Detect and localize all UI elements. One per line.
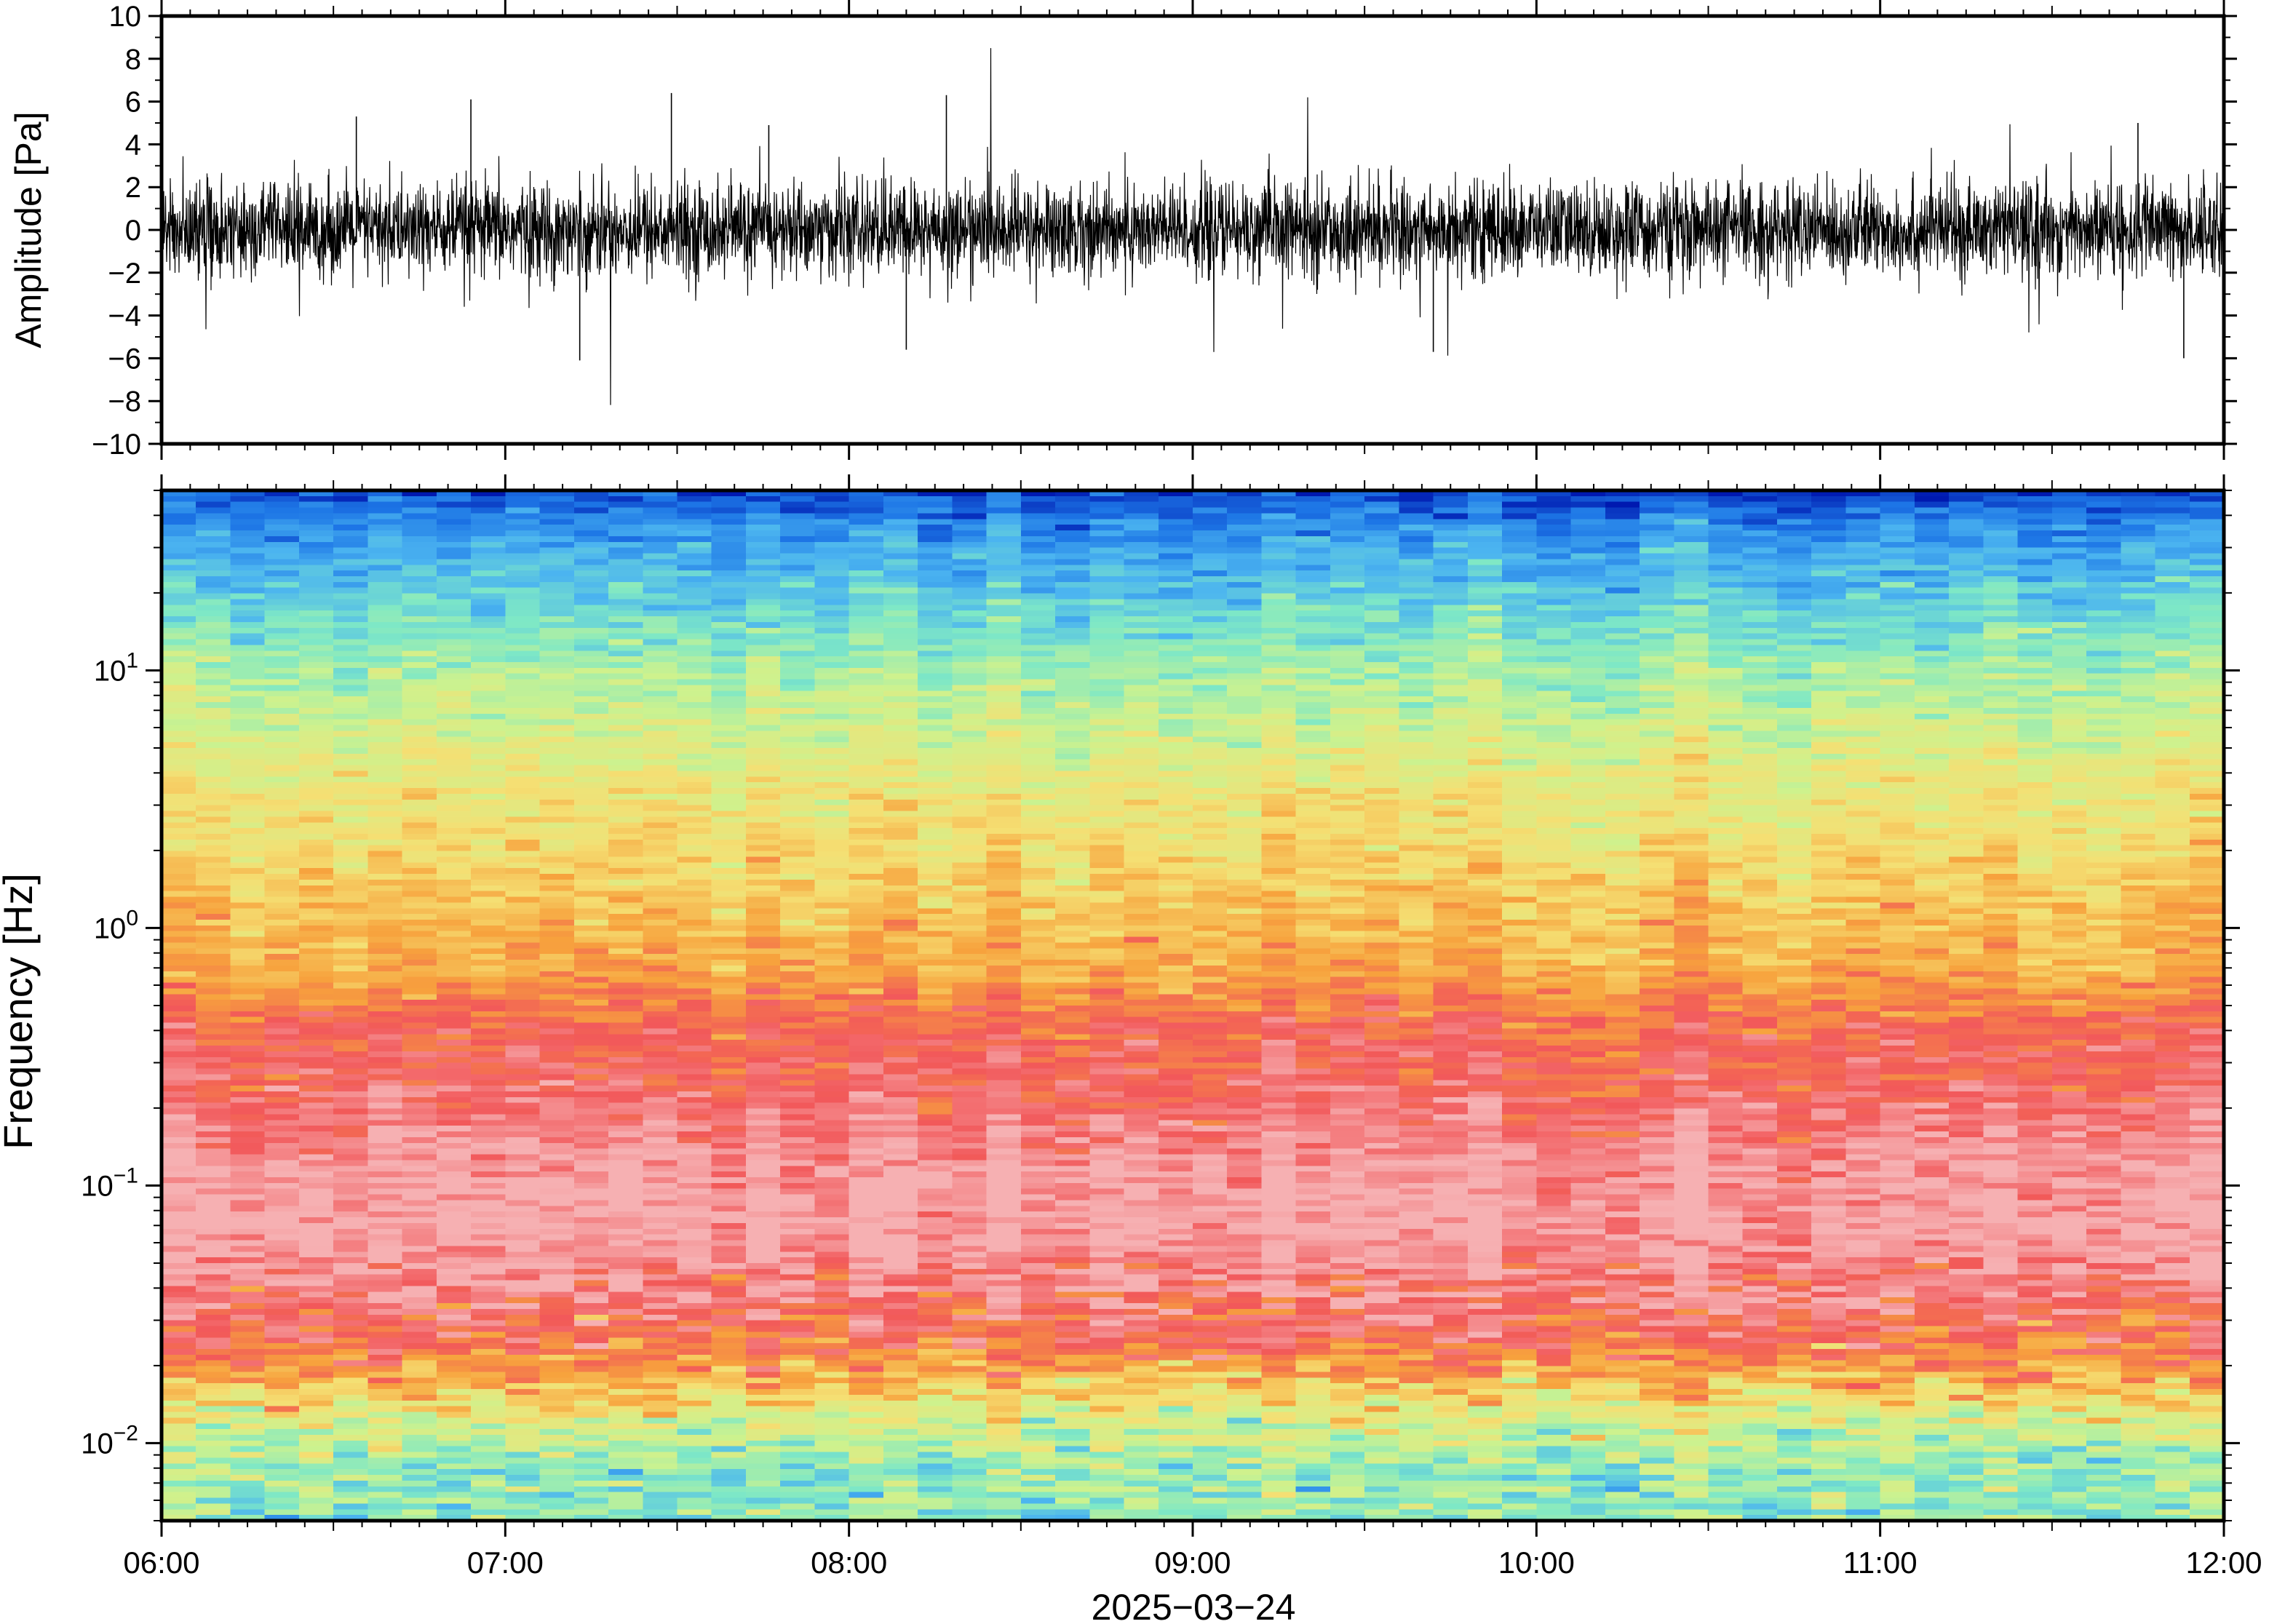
waveform-y-ticks: −10 −8 −6 −4 −2 0 2 4 6 8 10 [92, 1, 2237, 461]
spectrogram-y-tick-label: 10−2 [81, 1421, 138, 1460]
waveform-panel: −10 −8 −6 −4 −2 0 2 4 6 8 10 Amplitude [Pa] [8, 0, 2237, 461]
waveform-y-tick-label: 2 [125, 172, 141, 204]
x-tick-label: 08:00 [811, 1545, 887, 1580]
waveform-y-tick-label: 6 [125, 87, 141, 119]
x-tick-label: 06:00 [123, 1545, 199, 1580]
waveform-y-tick-label: −4 [108, 300, 141, 333]
x-tick-label: 09:00 [1154, 1545, 1231, 1580]
spectrogram-y-ticks: 10−2 10−1 100 101 [81, 490, 2240, 1521]
waveform-y-tick-label: 0 [125, 215, 141, 247]
spectrogram-y-tick-label: 10−1 [81, 1163, 138, 1202]
waveform-y-tick-label: 8 [125, 44, 141, 76]
spectrogram-heatmap [162, 490, 2224, 1521]
waveform-y-axis-label: Amplitude [Pa] [8, 111, 49, 348]
waveform-peaks [355, 92, 2185, 361]
waveform-frame [159, 14, 2226, 446]
x-tick-label: 10:00 [1498, 1545, 1575, 1580]
spectrogram-y-tick-label: 101 [94, 648, 138, 687]
waveform-y-tick-label: −8 [108, 386, 141, 418]
spectrogram-y-axis-label: Frequency [Hz] [0, 873, 41, 1150]
waveform-y-tick-label: −10 [92, 429, 141, 461]
spectrogram-y-tick-label: 100 [94, 906, 138, 944]
x-tick-label: 11:00 [1843, 1545, 1918, 1580]
spectrogram-x-tick-labels: 06:00 07:00 08:00 09:00 10:00 11:00 12:00 [123, 1545, 2262, 1580]
waveform-y-tick-label: 10 [109, 1, 142, 33]
x-tick-label: 07:00 [467, 1545, 544, 1580]
waveform-y-tick-label: 4 [125, 129, 141, 161]
x-tick-label: 12:00 [2185, 1545, 2262, 1580]
waveform-trace [161, 48, 2225, 405]
waveform-y-tick-label: −6 [108, 343, 141, 375]
waveform-y-tick-label: −2 [108, 258, 141, 290]
spectrogram-x-axis-label: 2025−03−24 [1092, 1587, 1296, 1624]
